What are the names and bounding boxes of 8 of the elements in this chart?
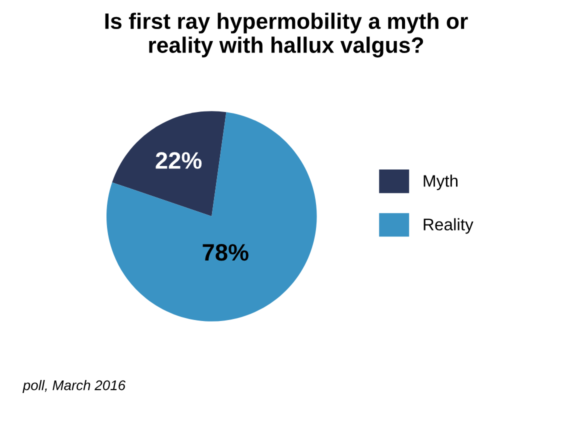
pie-slice [106, 112, 317, 322]
data-label: 78% [202, 244, 248, 261]
legend-label: Reality [424, 218, 474, 234]
data-label: 22% [156, 152, 202, 169]
pie-slice [112, 111, 226, 216]
legend-label: Myth [424, 174, 458, 190]
chart-title: Is first ray hypermobility a myth or reality with hallux valgus? [105, 12, 468, 58]
text: poll, March 2016 [22, 380, 126, 393]
